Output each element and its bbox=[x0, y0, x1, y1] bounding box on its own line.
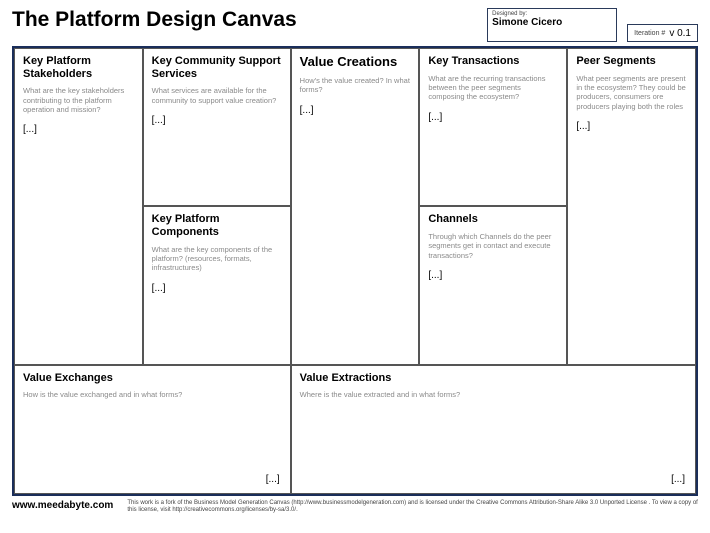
cell-desc: What services are available for the comm… bbox=[152, 86, 282, 105]
cell-title: Key Community Support Services bbox=[152, 55, 282, 80]
cell-support-services: Key Community Support Services What serv… bbox=[143, 48, 291, 206]
cell-placeholder: [...] bbox=[23, 124, 134, 135]
cell-placeholder: [...] bbox=[576, 121, 687, 132]
cell-title: Key Platform Stakeholders bbox=[23, 55, 134, 80]
cell-placeholder: [...] bbox=[266, 474, 280, 485]
cell-placeholder: [...] bbox=[152, 283, 282, 294]
cell-title: Value Extractions bbox=[300, 372, 687, 385]
cell-title: Key Transactions bbox=[428, 55, 558, 68]
iteration-box: Iteration # v 0.1 bbox=[627, 24, 698, 42]
cell-title: Key Platform Components bbox=[152, 213, 282, 238]
canvas-grid: Key Platform Stakeholders What are the k… bbox=[12, 46, 698, 496]
designed-by-name: Simone Cicero bbox=[492, 17, 612, 28]
cell-value-extractions: Value Extractions Where is the value ext… bbox=[291, 365, 696, 494]
cell-desc: Where is the value extracted and in what… bbox=[300, 390, 687, 399]
cell-desc: What peer segments are present in the ec… bbox=[576, 74, 687, 112]
cell-key-components: Key Platform Components What are the key… bbox=[143, 206, 291, 364]
cell-title: Value Creations bbox=[300, 55, 411, 70]
cell-desc: What are the key stakeholders contributi… bbox=[23, 86, 134, 114]
cell-title: Value Exchanges bbox=[23, 372, 282, 385]
cell-placeholder: [...] bbox=[152, 115, 282, 126]
cell-title: Peer Segments bbox=[576, 55, 687, 68]
cell-desc: Through which Channels do the peer segme… bbox=[428, 232, 558, 260]
cell-desc: How is the value exchanged and in what f… bbox=[23, 390, 282, 399]
page-title: The Platform Design Canvas bbox=[12, 8, 477, 32]
footer: www.meedabyte.com This work is a fork of… bbox=[0, 496, 710, 518]
cell-desc: What are the key components of the platf… bbox=[152, 245, 282, 273]
footer-url: www.meedabyte.com bbox=[12, 500, 113, 511]
cell-desc: How's the value created? In what forms? bbox=[300, 76, 411, 95]
cell-placeholder: [...] bbox=[428, 270, 558, 281]
cell-title: Channels bbox=[428, 213, 558, 226]
cell-channels: Channels Through which Channels do the p… bbox=[419, 206, 567, 364]
footer-license-text: This work is a fork of the Business Mode… bbox=[127, 500, 698, 514]
cell-peer-segments: Peer Segments What peer segments are pre… bbox=[567, 48, 696, 365]
cell-stakeholders: Key Platform Stakeholders What are the k… bbox=[14, 48, 143, 365]
header: The Platform Design Canvas Designed by: … bbox=[0, 0, 710, 46]
cell-placeholder: [...] bbox=[428, 112, 558, 123]
iteration-label: Iteration # bbox=[634, 30, 665, 37]
iteration-value: v 0.1 bbox=[669, 28, 691, 39]
designed-by-box: Designed by: Simone Cicero bbox=[487, 8, 617, 42]
cell-placeholder: [...] bbox=[671, 474, 685, 485]
cell-desc: What are the recurring transactions betw… bbox=[428, 74, 558, 102]
cell-value-creations: Value Creations How's the value created?… bbox=[291, 48, 420, 365]
cell-key-transactions: Key Transactions What are the recurring … bbox=[419, 48, 567, 206]
cell-placeholder: [...] bbox=[300, 105, 411, 116]
cell-value-exchanges: Value Exchanges How is the value exchang… bbox=[14, 365, 291, 494]
